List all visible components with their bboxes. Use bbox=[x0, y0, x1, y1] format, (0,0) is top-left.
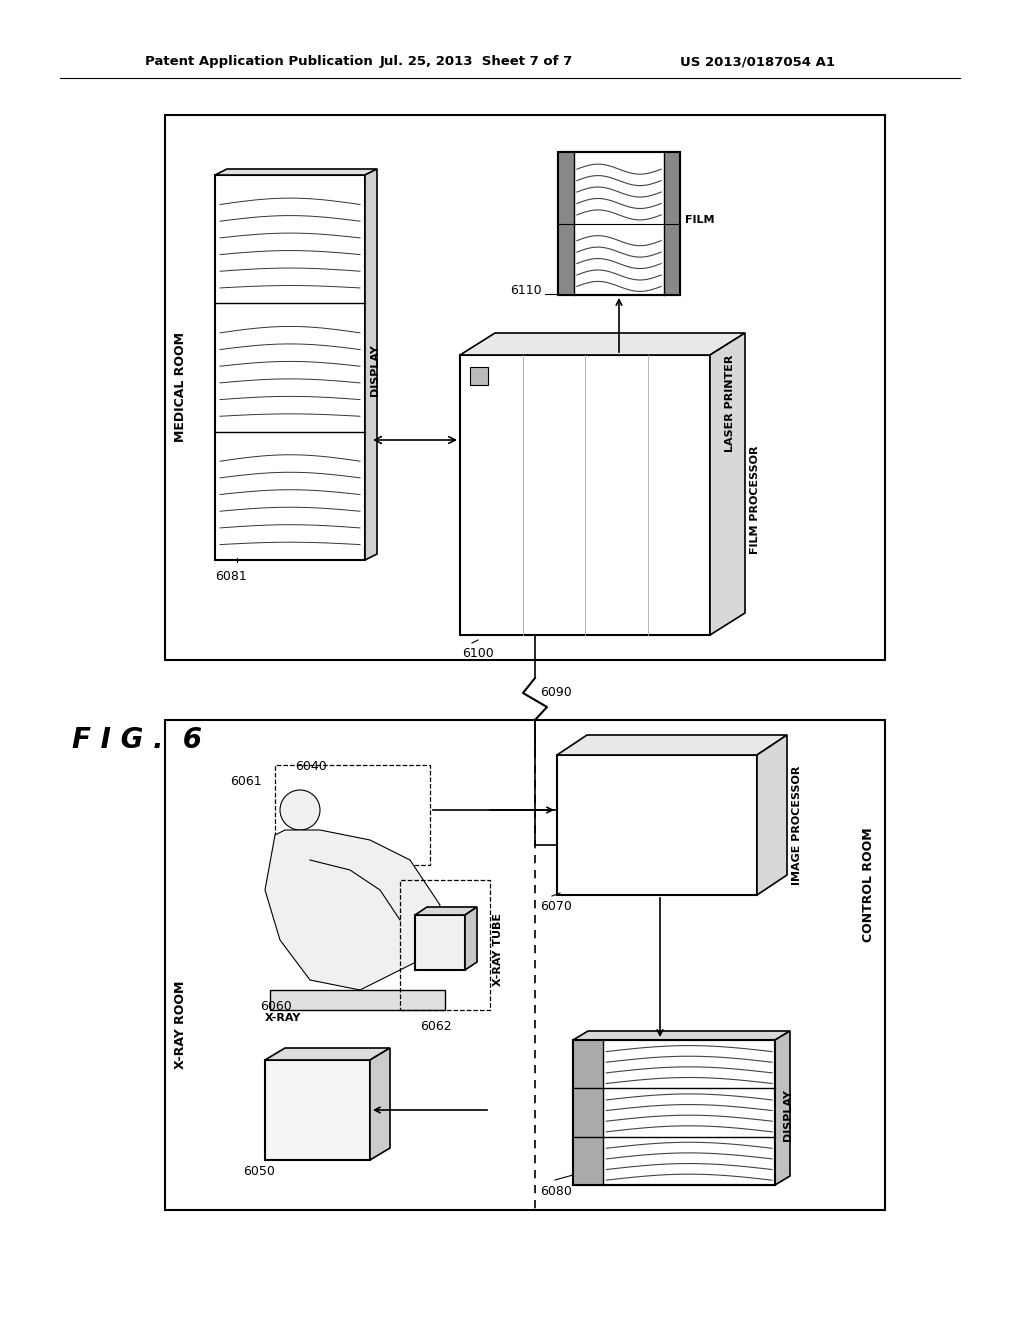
Text: LASER PRINTER: LASER PRINTER bbox=[725, 355, 735, 453]
Polygon shape bbox=[460, 333, 745, 355]
Bar bbox=[460, 355, 710, 635]
Text: 6110: 6110 bbox=[510, 284, 542, 297]
Text: 6062: 6062 bbox=[420, 1020, 452, 1034]
Text: FILM: FILM bbox=[685, 215, 715, 224]
Bar bbox=[558, 152, 680, 294]
Bar bbox=[558, 152, 680, 294]
Text: 6080: 6080 bbox=[540, 1185, 571, 1199]
Bar bbox=[557, 755, 757, 895]
Bar bbox=[573, 1040, 775, 1185]
Polygon shape bbox=[710, 333, 745, 635]
Text: MEDICAL ROOM: MEDICAL ROOM bbox=[174, 333, 187, 442]
Text: X-RAY: X-RAY bbox=[265, 1012, 301, 1023]
Text: 6040: 6040 bbox=[295, 760, 327, 774]
Text: CONTROL ROOM: CONTROL ROOM bbox=[862, 828, 876, 942]
Bar bbox=[165, 719, 885, 1210]
Text: 6061: 6061 bbox=[230, 775, 261, 788]
Text: FILM PROCESSOR: FILM PROCESSOR bbox=[750, 446, 760, 554]
Polygon shape bbox=[465, 907, 477, 970]
Text: DISPLAY: DISPLAY bbox=[783, 1089, 793, 1140]
Polygon shape bbox=[557, 735, 787, 755]
Bar bbox=[573, 1040, 603, 1185]
Bar bbox=[275, 766, 430, 865]
Bar bbox=[415, 915, 465, 970]
Text: X-RAY TUBE: X-RAY TUBE bbox=[493, 913, 503, 986]
Bar bbox=[470, 367, 488, 385]
Bar bbox=[265, 1060, 370, 1160]
Bar bbox=[215, 176, 365, 560]
Text: US 2013/0187054 A1: US 2013/0187054 A1 bbox=[680, 55, 835, 69]
Bar bbox=[573, 1040, 775, 1185]
Text: Jul. 25, 2013  Sheet 7 of 7: Jul. 25, 2013 Sheet 7 of 7 bbox=[380, 55, 573, 69]
Polygon shape bbox=[215, 169, 377, 176]
Text: 6100: 6100 bbox=[462, 647, 494, 660]
Polygon shape bbox=[573, 1031, 790, 1040]
Text: 6090: 6090 bbox=[540, 686, 571, 700]
Polygon shape bbox=[265, 1048, 390, 1060]
Text: 6050: 6050 bbox=[243, 1166, 274, 1177]
Text: DISPLAY: DISPLAY bbox=[370, 345, 380, 396]
Polygon shape bbox=[415, 907, 477, 915]
Text: Patent Application Publication: Patent Application Publication bbox=[145, 55, 373, 69]
Bar bbox=[400, 880, 490, 1010]
Polygon shape bbox=[757, 735, 787, 895]
Text: IMAGE PROCESSOR: IMAGE PROCESSOR bbox=[792, 766, 802, 884]
Circle shape bbox=[280, 789, 319, 830]
Polygon shape bbox=[370, 1048, 390, 1160]
Text: F I G .  6: F I G . 6 bbox=[72, 726, 202, 754]
Bar bbox=[558, 152, 573, 294]
Polygon shape bbox=[365, 169, 377, 560]
Polygon shape bbox=[775, 1031, 790, 1185]
Bar bbox=[665, 152, 680, 294]
Text: 6081: 6081 bbox=[215, 570, 247, 583]
Text: 6070: 6070 bbox=[540, 900, 571, 913]
Text: X-RAY ROOM: X-RAY ROOM bbox=[174, 981, 187, 1069]
Bar bbox=[165, 115, 885, 660]
Bar bbox=[270, 990, 445, 1010]
Text: 6060: 6060 bbox=[260, 1001, 292, 1012]
Polygon shape bbox=[265, 830, 440, 990]
